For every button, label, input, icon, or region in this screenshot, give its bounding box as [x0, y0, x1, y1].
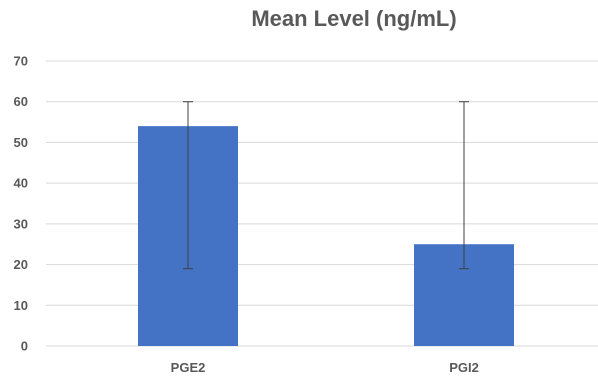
y-tick-label-50: 50: [14, 135, 28, 150]
y-tick-label-20: 20: [14, 257, 28, 272]
y-tick-label-70: 70: [14, 54, 28, 69]
error-bars: [183, 101, 469, 270]
y-tick-label-60: 60: [14, 94, 28, 109]
x-tick-label-pgi2: PGI2: [449, 360, 479, 375]
y-tick-label-0: 0: [21, 339, 28, 354]
bars: [138, 126, 514, 347]
chart-title: Mean Level (ng/mL): [251, 6, 457, 31]
x-axis-ticks: PGE2 PGI2: [171, 360, 479, 375]
y-tick-label-30: 30: [14, 216, 28, 231]
y-tick-label-10: 10: [14, 298, 28, 313]
x-tick-label-pge2: PGE2: [171, 360, 206, 375]
error-bar-pge2: [183, 101, 193, 270]
gridlines: [46, 60, 598, 347]
y-tick-label-40: 40: [14, 176, 28, 191]
y-axis-ticks: 0 10 20 30 40 50 60 70: [14, 54, 28, 354]
error-bar-pgi2: [459, 101, 469, 270]
